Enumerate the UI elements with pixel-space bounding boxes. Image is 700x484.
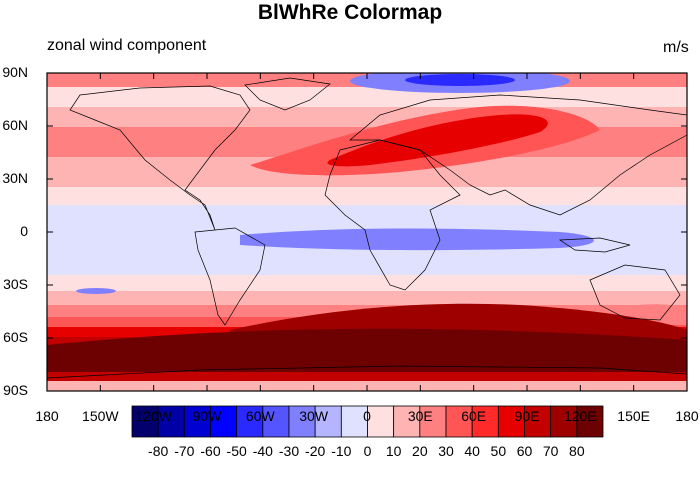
y-tick-label: 90S — [3, 382, 28, 398]
antarctica — [47, 365, 687, 379]
colorbar-label: -20 — [305, 443, 326, 459]
band-35s — [47, 291, 687, 305]
x-tick-label: 120E — [563, 408, 597, 424]
colorbar-box — [393, 405, 421, 438]
y-tick-label: 0 — [20, 223, 28, 239]
colorbar-box — [367, 405, 395, 438]
x-tick-label: 0 — [363, 408, 371, 424]
x-tick-label: 120W — [135, 408, 172, 424]
pacific-easterly-patch — [76, 288, 116, 294]
colorbar-label: 0 — [363, 443, 372, 459]
x-tick-label: 90W — [192, 408, 222, 424]
colorbar-label: -10 — [331, 443, 352, 459]
colorbar-label: 10 — [385, 443, 402, 459]
map-area — [47, 73, 687, 391]
colorbar-label: -80 — [148, 443, 169, 459]
colorbar-label: -50 — [226, 443, 247, 459]
colorbar-box — [314, 405, 342, 438]
x-tick-label: 150W — [82, 408, 119, 424]
polar-easterly-core — [405, 74, 515, 86]
colorbar-label: 60 — [516, 443, 533, 459]
x-tick-label: 150E — [617, 408, 650, 424]
colorbar-box — [210, 405, 238, 438]
coastlines — [47, 77, 687, 379]
band-20n — [47, 187, 687, 205]
x-tick-label: 90E — [514, 408, 540, 424]
band-25s — [47, 275, 687, 291]
colorbar-label: 30 — [438, 443, 454, 459]
x-tick-label: 30E — [407, 408, 433, 424]
colorbar-label: 80 — [569, 443, 585, 459]
left-string: zonal wind component — [47, 37, 207, 54]
x-tick-label: 180 — [35, 408, 59, 424]
colorbar-label: -30 — [278, 443, 300, 459]
colorbar-label: 70 — [542, 443, 559, 459]
southern-jet-max — [47, 328, 687, 372]
greenland — [244, 77, 331, 111]
colorbar-label: 20 — [412, 443, 428, 459]
x-tick-label: 60E — [461, 408, 487, 424]
jet-stream-core — [327, 114, 548, 167]
units-label: m/s — [663, 39, 689, 56]
colorbar-box — [157, 405, 185, 438]
y-tick-label: 90N — [2, 64, 28, 80]
colorbar-label: 50 — [490, 443, 507, 459]
colorbar-label: -60 — [200, 443, 221, 459]
colorbar — [131, 405, 604, 438]
colorbar-box — [236, 405, 264, 438]
colorbar-box — [524, 405, 552, 438]
y-tick-label: 30S — [3, 276, 28, 292]
plot-title: BlWhRe Colormap — [257, 1, 443, 24]
colorbar-box — [419, 405, 447, 438]
colorbar-box — [131, 405, 159, 438]
north-america — [69, 85, 251, 231]
colorbar-label: 40 — [464, 443, 480, 459]
y-tick-label: 30N — [2, 170, 28, 186]
colorbar-box — [576, 405, 604, 438]
colorbar-box — [262, 405, 290, 438]
australia — [589, 264, 681, 321]
colorbar-box — [288, 405, 316, 438]
colorbar-label: -40 — [252, 443, 273, 459]
band-78s — [47, 371, 687, 381]
colorbar-box — [497, 405, 525, 438]
x-tick-label: 180 — [675, 408, 699, 424]
y-tick-label: 60N — [2, 117, 28, 133]
eurasia — [349, 94, 687, 216]
south-america — [194, 227, 266, 326]
band-arctic — [47, 87, 687, 107]
indonesia — [558, 237, 631, 253]
colorbar-box — [445, 405, 473, 438]
tick-marks — [46, 72, 688, 392]
colorbar-box — [471, 405, 499, 438]
x-tick-label: 30W — [299, 408, 329, 424]
y-tick-label: 60S — [3, 329, 28, 345]
x-tick-label: 60W — [245, 408, 275, 424]
equatorial-easterlies — [240, 228, 594, 251]
africa — [324, 139, 461, 291]
colorbar-label: -70 — [174, 443, 195, 459]
